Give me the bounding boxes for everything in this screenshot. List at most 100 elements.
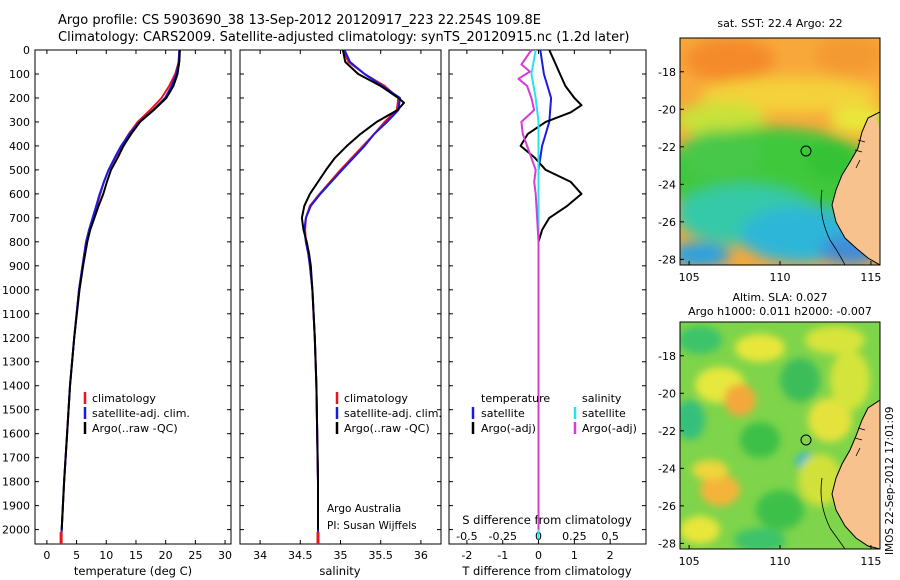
legend-label-climatology: climatology — [92, 392, 156, 405]
x2-tick-label: 0.5 — [601, 530, 619, 543]
x-tick-label: 30 — [218, 549, 232, 562]
depth-tick-label: 400 — [9, 140, 30, 153]
legend-label-argo: Argo(..raw -QC) — [92, 422, 178, 435]
salinity-series — [300, 49, 405, 544]
map-y-tick-label: -28 — [658, 537, 676, 550]
x-tick-label: 10 — [99, 549, 113, 562]
x2-tick-label: -0.25 — [488, 530, 516, 543]
x-tick-label: 1 — [571, 549, 578, 562]
land-australia-sst — [831, 111, 880, 265]
x-tick-label: 20 — [159, 549, 173, 562]
x-tick-label: -2 — [461, 549, 472, 562]
x2-tick-label: -0.5 — [456, 530, 477, 543]
land-australia-sla — [831, 399, 880, 549]
t-difference-axis-label: T difference from climatology — [461, 564, 632, 578]
x-tick-label: 34 — [253, 549, 267, 562]
map-y-tick-label: -18 — [658, 350, 676, 363]
series-line-argo-raw-qc- — [300, 49, 405, 530]
sst-map — [680, 38, 880, 265]
x-tick-label: 34.5 — [288, 549, 313, 562]
map-x-tick-label: 115 — [860, 271, 881, 284]
depth-tick-label: 1200 — [2, 332, 30, 345]
map-x-tick-label: 105 — [679, 271, 700, 284]
map-x-tick-label: 110 — [770, 271, 791, 284]
x-tick-label: 0 — [43, 549, 50, 562]
depth-tick-label: 1800 — [2, 476, 30, 489]
x-tick-label: 0 — [535, 549, 542, 562]
x-tick-label: -1 — [497, 549, 508, 562]
difference-series — [517, 49, 583, 540]
map-y-tick-label: -26 — [658, 500, 676, 513]
difference-panel-frame — [448, 49, 647, 545]
annotation-argo-australia: Argo Australia — [327, 503, 401, 515]
depth-tick-label: 600 — [9, 188, 30, 201]
x-tick-label: 36 — [414, 549, 428, 562]
x-tick-label: 25 — [188, 549, 202, 562]
sst-map-axes: 105 110 115 -18 -20 -22 -24 -26 -28 — [658, 66, 881, 284]
temperature-panel-frame — [34, 49, 232, 545]
x-tick-label: 35 — [334, 549, 348, 562]
x2-tick-label: 0.25 — [562, 530, 587, 543]
depth-tick-label: 900 — [9, 260, 30, 273]
imos-timestamp: IMOS 22-Sep-2012 17:01:09 — [884, 407, 896, 555]
depth-tick-label: 1600 — [2, 428, 30, 441]
sla-map-axes: 105 110 115 -18 -20 -22 -24 -26 -28 — [658, 350, 881, 568]
salinity-axis-label: salinity — [319, 564, 360, 578]
temperature-axis-label: temperature (deg C) — [74, 564, 192, 578]
depth-tick-label: 1900 — [2, 500, 30, 513]
temperature-x-axis: 0 5 10 15 20 25 30 — [43, 50, 232, 562]
map-x-tick-label: 115 — [860, 555, 881, 568]
figure-title-line2: Climatology: CARS2009. Satellite-adjuste… — [58, 30, 630, 45]
depth-tick-label: 1100 — [2, 308, 30, 321]
temperature-legend: climatology satellite-adj. clim. Argo(..… — [83, 392, 190, 435]
argo-float-marker — [800, 434, 812, 446]
sla-map-title-line1: Altim. SLA: 0.027 — [732, 291, 827, 304]
map-y-tick-label: -24 — [658, 178, 676, 191]
salinity-legend: climatology satellite-adj. clim. Argo(..… — [335, 392, 442, 435]
depth-tick-label: 800 — [9, 236, 30, 249]
x-tick-label: 5 — [73, 549, 80, 562]
legend-label-s-satellite: satellite — [582, 407, 626, 420]
salinity-x-axis: 34 34.5 35 35.5 36 — [253, 50, 428, 562]
depth-tick-label: 200 — [9, 92, 30, 105]
map-x-tick-label: 110 — [770, 555, 791, 568]
legend-title-salinity: salinity — [582, 392, 622, 405]
map-x-tick-label: 105 — [679, 555, 700, 568]
legend-label-satellite: satellite-adj. clim. — [344, 407, 442, 420]
legend-label-argo: Argo(..raw -QC) — [344, 422, 430, 435]
legend-label-t-satellite: satellite — [481, 407, 525, 420]
depth-tick-label: 2000 — [2, 524, 30, 537]
depth-tick-label: 500 — [9, 164, 30, 177]
map-y-tick-label: -24 — [658, 462, 676, 475]
x-tick-label: 2 — [607, 549, 614, 562]
sla-map-title-line2: Argo h1000: 0.011 h2000: -0.007 — [688, 305, 872, 318]
depth-tick-label: 1400 — [2, 380, 30, 393]
legend-title-temperature: temperature — [481, 392, 550, 405]
temperature-series — [59, 49, 181, 544]
series-line-argo-raw-qc- — [60, 49, 181, 530]
legend-label-s-argo: Argo(-adj) — [582, 422, 637, 435]
s-difference-axis-label: S difference from climatology — [462, 513, 632, 527]
figure-title-line1: Argo profile: CS 5903690_38 13-Sep-2012 … — [58, 13, 541, 28]
sla-map — [680, 322, 880, 549]
legend-label-satellite: satellite-adj. clim. — [92, 407, 190, 420]
map-y-tick-label: -18 — [658, 66, 676, 79]
series-line-s-satellite — [530, 49, 540, 540]
depth-axis: 0 100 200 300 400 500 600 700 800 900 1000 1100 1200… — [2, 44, 646, 537]
x-tick-label: 35.5 — [368, 549, 393, 562]
map-y-tick-label: -28 — [658, 253, 676, 266]
depth-tick-label: 100 — [9, 68, 30, 81]
sst-map-title: sat. SST: 22.4 Argo: 22 — [717, 17, 842, 30]
depth-tick-label: 0 — [23, 44, 30, 57]
series-line-s-argo-adj- — [517, 49, 540, 530]
depth-tick-label: 700 — [9, 212, 30, 225]
depth-tick-label: 1500 — [2, 404, 30, 417]
depth-tick-label: 1300 — [2, 356, 30, 369]
difference-legend: temperature satellite Argo(-adj) salinit… — [471, 392, 637, 435]
legend-label-t-argo: Argo(-adj) — [481, 422, 536, 435]
depth-tick-label: 300 — [9, 116, 30, 129]
map-y-tick-label: -20 — [658, 103, 676, 116]
x-tick-label: 15 — [129, 549, 143, 562]
annotation-pi: PI: Susan Wijffels — [327, 520, 417, 532]
